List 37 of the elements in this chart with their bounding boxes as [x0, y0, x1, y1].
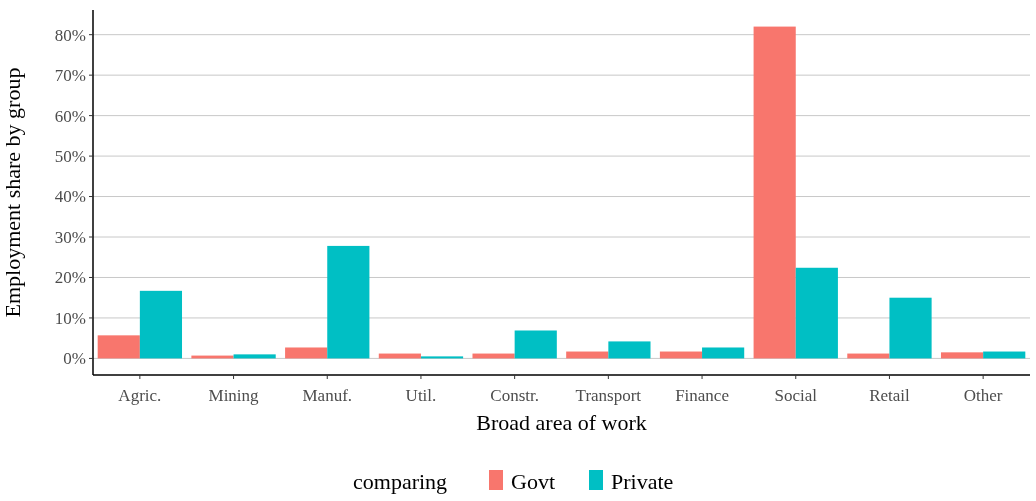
legend-label: Govt: [511, 469, 555, 494]
bar: [795, 267, 838, 359]
x-tick-label: Manuf.: [302, 386, 353, 405]
bar: [889, 297, 932, 359]
y-tick-label: 40%: [54, 187, 86, 207]
bar: [608, 341, 651, 359]
x-axis-title: Broad area of work: [476, 410, 647, 435]
x-tick-label: Constr.: [490, 386, 539, 405]
y-tick-label: 10%: [54, 308, 86, 328]
x-tick-label: Other: [963, 386, 1003, 405]
y-tick-label: 0%: [63, 349, 86, 369]
bar: [514, 330, 557, 359]
y-axis-title: Employment share by group: [0, 67, 25, 318]
x-tick-label: Util.: [405, 386, 437, 405]
x-tick-label: Retail: [869, 386, 911, 405]
legend-title: comparing: [353, 469, 448, 494]
bar: [285, 347, 328, 359]
bar: [940, 352, 984, 359]
bar: [420, 356, 464, 359]
bar: [753, 26, 796, 359]
bar: [233, 354, 276, 359]
y-tick-label: 70%: [54, 66, 86, 86]
x-tick-label: Agric.: [118, 386, 162, 405]
y-tick-label: 50%: [54, 147, 86, 167]
x-tick-label: Social: [774, 386, 818, 405]
x-tick-label: Transport: [575, 386, 642, 405]
x-tick-label: Finance: [675, 386, 729, 405]
x-tick-label: Mining: [208, 386, 260, 405]
y-tick-label: 80%: [54, 25, 86, 45]
y-tick-label: 20%: [54, 268, 86, 288]
legend-label: Private: [611, 469, 674, 494]
bar: [702, 347, 745, 359]
bar: [139, 290, 183, 359]
y-tick-label: 30%: [54, 227, 86, 247]
bar: [327, 245, 370, 359]
bar: [97, 335, 140, 359]
y-tick-label: 60%: [54, 106, 86, 126]
